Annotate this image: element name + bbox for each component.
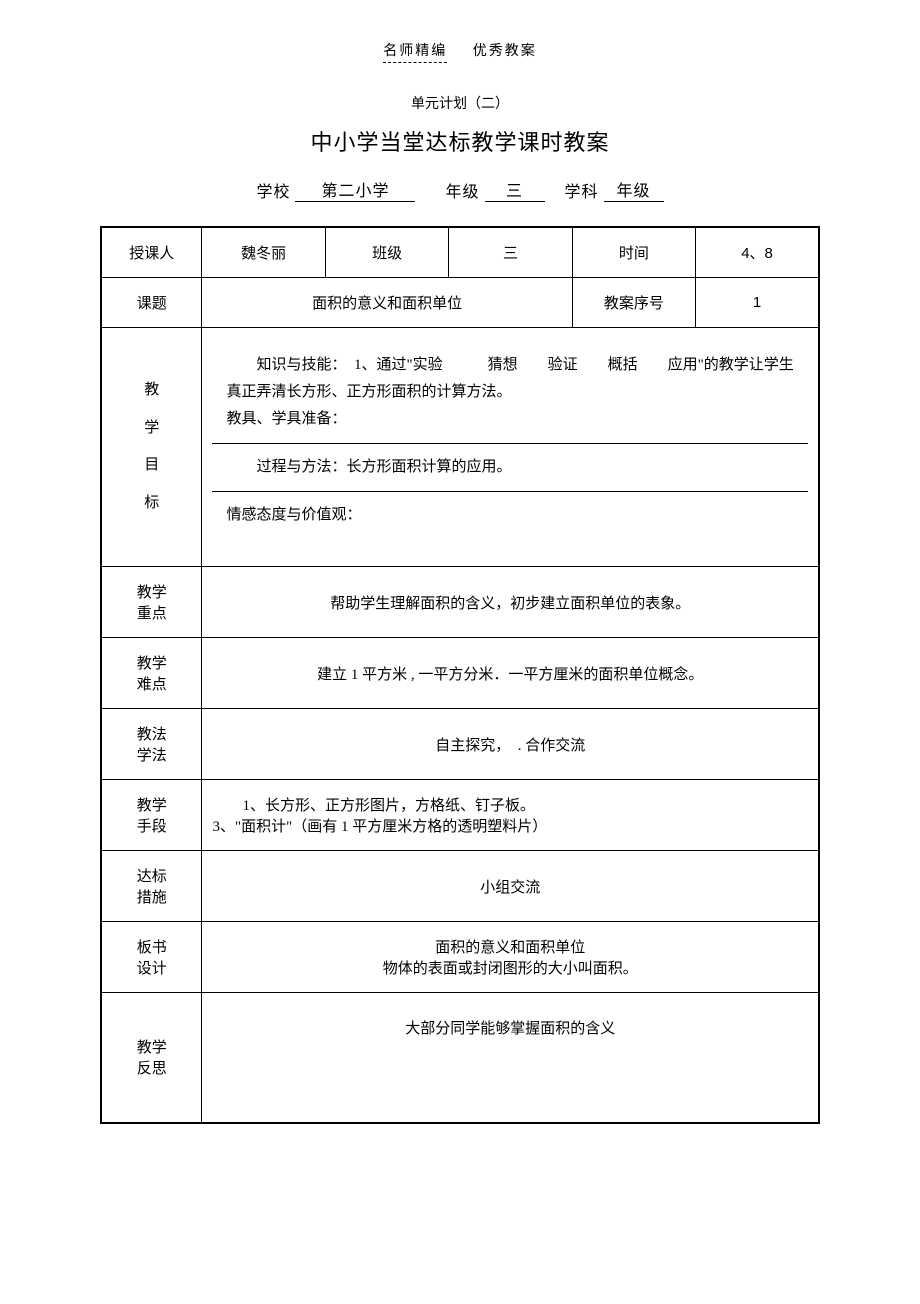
difficulty-label: 教学 难点: [101, 638, 202, 709]
doc-header: 名师精编 优秀教案: [100, 40, 820, 63]
time-value: 4、8: [696, 227, 819, 278]
table-row: 授课人 魏冬丽 班级 三 时间 4、8: [101, 227, 819, 278]
grade-value: 三: [485, 177, 545, 202]
seq-label: 教案序号: [572, 278, 695, 328]
board-line1: 面积的意义和面积单位: [212, 936, 808, 957]
goals-skills: 知识与技能： 1、通过"实验 猜想 验证 概括 应用"的教学让学生真正弄清长方形…: [212, 342, 808, 444]
focus-label: 教学 重点: [101, 567, 202, 638]
table-row: 教 学 目 标 知识与技能： 1、通过"实验 猜想 验证 概括 应用"的教学让学…: [101, 328, 819, 567]
board-line2: 物体的表面或封闭图形的大小叫面积。: [212, 957, 808, 978]
header-left: 名师精编: [383, 40, 447, 63]
method-label: 教法 学法: [101, 709, 202, 780]
measure-content: 小组交流: [202, 851, 819, 922]
goals-process: 过程与方法：长方形面积计算的应用。: [212, 444, 808, 492]
doc-title: 中小学当堂达标教学课时教案: [100, 125, 820, 157]
goals-attitude: 情感态度与价值观：: [212, 492, 808, 552]
table-row: 达标 措施 小组交流: [101, 851, 819, 922]
method-content: 自主探究， . 合作交流: [202, 709, 819, 780]
table-row: 课题 面积的意义和面积单位 教案序号 1: [101, 278, 819, 328]
header-right: 优秀教案: [473, 44, 537, 59]
reflect-content: 大部分同学能够掌握面积的含义: [202, 993, 819, 1123]
measure-label: 达标 措施: [101, 851, 202, 922]
difficulty-content: 建立 1 平方米 , 一平方分米．一平方厘米的面积单位概念。: [202, 638, 819, 709]
table-row: 教学 手段 1、长方形、正方形图片，方格纸、钉子板。 3、"面积计"（画有 1 …: [101, 780, 819, 851]
focus-content: 帮助学生理解面积的含义，初步建立面积单位的表象。: [202, 567, 819, 638]
teacher-value: 魏冬丽: [202, 227, 325, 278]
reflect-label: 教学 反思: [101, 993, 202, 1123]
school-value: 第二小学: [295, 177, 415, 202]
board-content: 面积的意义和面积单位 物体的表面或封闭图形的大小叫面积。: [202, 922, 819, 993]
table-row: 教学 难点 建立 1 平方米 , 一平方分米．一平方厘米的面积单位概念。: [101, 638, 819, 709]
topic-value: 面积的意义和面积单位: [202, 278, 572, 328]
unit-plan: 单元计划（二）: [100, 93, 820, 113]
table-row: 教法 学法 自主探究， . 合作交流: [101, 709, 819, 780]
class-value: 三: [449, 227, 572, 278]
time-label: 时间: [572, 227, 695, 278]
topic-label: 课题: [101, 278, 202, 328]
goals-content: 知识与技能： 1、通过"实验 猜想 验证 概括 应用"的教学让学生真正弄清长方形…: [202, 328, 819, 567]
board-label: 板书 设计: [101, 922, 202, 993]
table-row: 板书 设计 面积的意义和面积单位 物体的表面或封闭图形的大小叫面积。: [101, 922, 819, 993]
class-label: 班级: [325, 227, 448, 278]
goals-label: 教 学 目 标: [101, 328, 202, 567]
subject-label: 学科: [565, 184, 599, 201]
info-line: 学校 第二小学 年级 三 学科 年级: [100, 177, 820, 202]
grade-label: 年级: [445, 184, 479, 201]
means-content: 1、长方形、正方形图片，方格纸、钉子板。 3、"面积计"（画有 1 平方厘米方格…: [202, 780, 819, 851]
school-label: 学校: [256, 184, 290, 201]
lesson-plan-table: 授课人 魏冬丽 班级 三 时间 4、8 课题 面积的意义和面积单位 教案序号 1…: [100, 226, 820, 1124]
seq-value: 1: [696, 278, 819, 328]
table-row: 教学 反思 大部分同学能够掌握面积的含义: [101, 993, 819, 1123]
teacher-label: 授课人: [101, 227, 202, 278]
subject-value: 年级: [604, 177, 664, 202]
means-label: 教学 手段: [101, 780, 202, 851]
table-row: 教学 重点 帮助学生理解面积的含义，初步建立面积单位的表象。: [101, 567, 819, 638]
